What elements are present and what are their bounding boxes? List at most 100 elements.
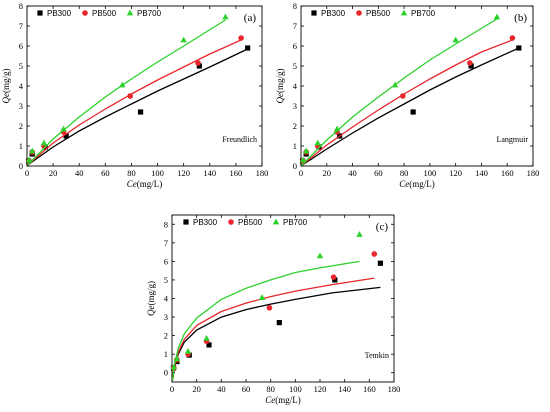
data-point-pb300 (516, 45, 522, 51)
x-axis-label: Ce(mg/L) (127, 179, 163, 189)
x-tick-label: 100 (151, 168, 164, 178)
data-point-pb300 (206, 342, 212, 348)
plot-frame (171, 214, 395, 383)
x-tick-label: 120 (177, 168, 190, 178)
x-tick-label: 60 (374, 168, 383, 178)
y-tick-label: 6 (19, 41, 23, 51)
x-tick-label: 60 (101, 168, 110, 178)
x-tick-label: 20 (323, 168, 332, 178)
data-point-pb700 (60, 125, 67, 132)
model-label: Langmuir (496, 135, 528, 144)
data-point-pb700 (29, 147, 36, 154)
x-tick-label: 160 (501, 168, 514, 178)
data-point-pb500 (330, 274, 337, 280)
data-point-pb300 (196, 63, 202, 69)
y-tick-label: 3 (164, 312, 168, 322)
panel-label: (a) (244, 12, 257, 24)
model-label: Freundlich (222, 135, 257, 144)
y-tick-label: 3 (293, 101, 297, 111)
data-point-pb700 (314, 139, 321, 146)
legend-label: PB700 (411, 9, 436, 18)
x-tick-label: 0 (25, 168, 29, 178)
y-tick-label: 1 (164, 349, 168, 359)
x-tick-label: 40 (75, 168, 84, 178)
data-point-pb300 (377, 260, 384, 266)
y-tick-label: 2 (293, 121, 297, 131)
data-point-pb700 (333, 125, 341, 132)
y-tick-label: 0 (293, 161, 297, 171)
x-tick-label: 40 (217, 384, 226, 394)
data-point-pb300 (332, 277, 338, 283)
x-axis-label: Ce(mg/L) (399, 179, 435, 189)
y-tick-label: 2 (164, 331, 168, 341)
legend-marker-pb700 (126, 9, 134, 16)
data-point-pb300 (468, 63, 474, 69)
panel-c-temkin: 0 20 40 60 80 100 120 140 160 180 0 1 2 3 4 5 6 7 8 Ce(mg/L… (146, 214, 401, 405)
legend-label: PB700 (137, 9, 162, 18)
y-tick-label: 5 (19, 61, 23, 71)
data-point-pb500 (509, 35, 516, 41)
fit-curve-pb700 (27, 19, 226, 166)
x-tick-label: 40 (348, 168, 357, 178)
legend-marker-pb700 (272, 218, 280, 225)
x-tick-label: 180 (527, 168, 540, 178)
panel-a-freundlich: 0 20 40 60 80 100 120 140 160 180 0 1 2 3 4 5 6 7 8 Ce(mg/L… (1, 1, 268, 189)
y-tick-label: 4 (19, 81, 24, 91)
data-point-pb700 (493, 13, 501, 20)
legend-marker-pb500 (82, 10, 88, 16)
data-point-pb700 (258, 294, 266, 300)
panel-b-langmuir: 0 20 40 60 80 100 120 140 160 180 0 1 2 3 4 5 6 7 8 Ce(mg/L… (275, 1, 539, 189)
y-tick-label: 5 (293, 61, 297, 71)
y-axis-label: Qe(mg/g) (275, 69, 285, 104)
data-point-pb500 (238, 35, 244, 41)
x-tick-label: 80 (266, 384, 275, 394)
x-tick-label: 140 (203, 168, 216, 178)
x-tick-label: 160 (363, 384, 376, 394)
data-point-pb500 (371, 251, 378, 257)
x-tick-label: 80 (127, 168, 136, 178)
x-tick-label: 0 (299, 168, 303, 178)
y-tick-label: 0 (164, 368, 168, 378)
legend-label: PB300 (193, 218, 218, 227)
data-point-pb700 (391, 81, 399, 88)
y-tick-label: 8 (164, 219, 168, 229)
legend-label: PB500 (366, 9, 391, 18)
panel-label: (c) (376, 221, 389, 233)
x-tick-label: 120 (449, 168, 462, 178)
legend-marker-pb500 (356, 10, 362, 16)
legend-marker-pb300 (311, 10, 317, 16)
y-tick-label: 1 (293, 141, 297, 151)
y-tick-label: 8 (293, 1, 297, 11)
data-point-pb700 (452, 36, 459, 43)
legend-marker-pb300 (183, 219, 189, 225)
y-tick-label: 8 (19, 1, 23, 11)
fit-curve-pb300 (27, 48, 248, 166)
data-point-pb700 (302, 147, 310, 154)
fit-curve-pb300 (171, 286, 381, 381)
legend-marker-pb300 (37, 10, 43, 16)
x-tick-label: 100 (424, 168, 437, 178)
x-tick-label: 60 (242, 384, 251, 394)
y-tick-label: 0 (19, 161, 23, 171)
y-tick-label: 5 (164, 275, 168, 285)
y-tick-label: 7 (293, 21, 297, 31)
legend-marker-pb500 (228, 219, 234, 225)
data-point-pb700 (180, 36, 187, 43)
legend-label: PB300 (321, 9, 346, 18)
x-tick-label: 80 (400, 168, 409, 178)
x-tick-label: 180 (388, 384, 401, 394)
data-point-pb300 (245, 45, 251, 51)
y-tick-label: 7 (19, 21, 23, 31)
data-point-pb300 (410, 109, 416, 115)
legend: PB300 PB500 PB700 (311, 9, 436, 18)
fit-curve-pb700 (301, 18, 498, 166)
y-tick-label: 6 (293, 41, 297, 51)
data-point-pb700 (170, 363, 178, 370)
data-point-pb700 (40, 139, 48, 146)
x-tick-label: 20 (49, 168, 58, 178)
model-label: Temkin (365, 351, 389, 360)
y-tick-label: 1 (19, 141, 23, 151)
data-point-pb700 (203, 334, 210, 341)
legend-label: PB700 (283, 218, 308, 227)
